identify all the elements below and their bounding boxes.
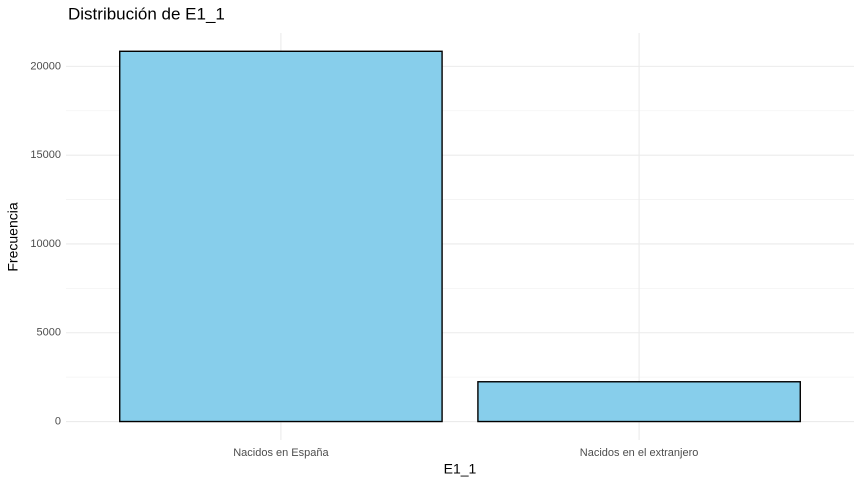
- y-tick-label: 15000: [30, 149, 61, 161]
- y-tick-label: 10000: [30, 238, 61, 250]
- x-tick-label: Nacidos en el extranjero: [580, 447, 699, 459]
- bar: [477, 381, 801, 423]
- x-axis-title: E1_1: [444, 461, 477, 477]
- x-tick-label: Nacidos en España: [233, 447, 329, 459]
- chart-title: Distribución de E1_1: [68, 4, 225, 23]
- y-axis-title: Frecuencia: [5, 202, 21, 271]
- marks: [119, 50, 801, 423]
- y-tick-label: 5000: [37, 327, 61, 339]
- bar: [119, 50, 443, 423]
- y-tick-label: 20000: [30, 60, 61, 72]
- y-tick-label: 0: [55, 415, 61, 427]
